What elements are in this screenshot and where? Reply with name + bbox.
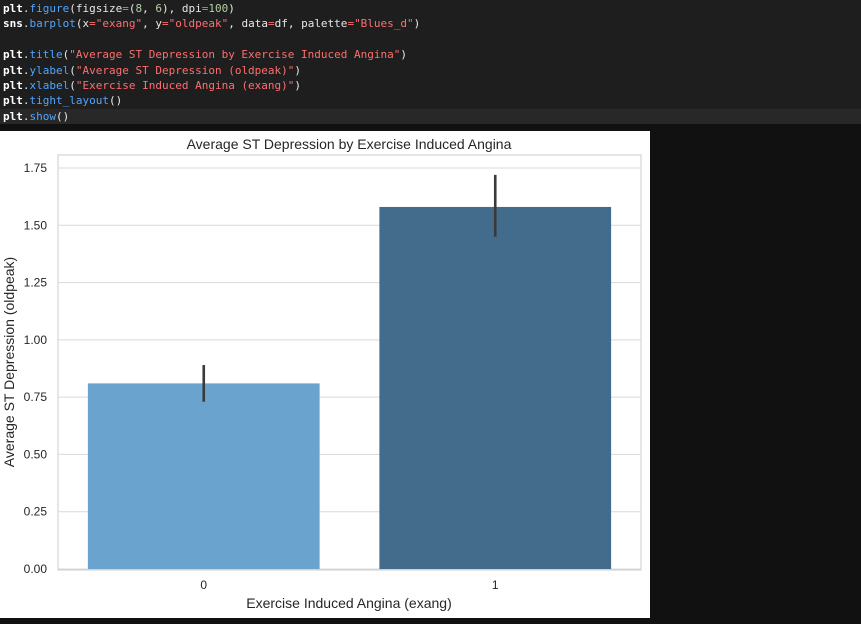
code-token: ), dpi (161, 2, 202, 15)
y-tick-label: 1.75 (24, 161, 48, 175)
code-token: figure (29, 2, 70, 15)
code-token: = (161, 17, 169, 31)
code-token: (x (75, 17, 90, 31)
code-token: . (22, 48, 30, 62)
code-token: barplot (29, 17, 76, 31)
code-line: plt.title("Average ST Depression by Exer… (0, 47, 861, 62)
code-token: () (56, 109, 70, 123)
code-token: ( (69, 78, 76, 92)
code-token: title (29, 48, 63, 62)
y-tick-label: 0.25 (24, 505, 48, 519)
y-tick-label: 1.25 (24, 276, 48, 290)
code-cell[interactable]: plt.figure(figsize=(8, 6), dpi=100) sns.b… (0, 0, 861, 125)
code-token: "Exercise Induced Angina (exang)" (75, 78, 295, 92)
code-token: , y (142, 17, 162, 31)
code-line: sns.barplot(x="exang", y="oldpeak", data… (0, 16, 861, 31)
code-token: , data (228, 17, 268, 31)
code-token: ( (128, 2, 136, 15)
bar-1 (379, 206, 612, 569)
code-token: = (347, 17, 355, 31)
code-token: plt (3, 2, 23, 15)
code-token: . (22, 78, 30, 92)
code-token: = (201, 2, 209, 15)
code-token: ) (400, 48, 408, 62)
code-token: plt (3, 109, 23, 123)
code-token: = (89, 17, 96, 31)
x-tick-label: 1 (492, 578, 499, 592)
bottom-strip (0, 618, 650, 624)
bar-chart: 0.00 0.25 0.50 0.75 1.00 1.25 1.50 1.75 0 1 Aver… (1, 136, 642, 611)
code-token: "Average ST Depression by Exercise Induc… (69, 48, 401, 62)
code-token: plt (3, 94, 23, 108)
y-tick-label: 0.75 (24, 390, 48, 404)
code-token: ( (62, 48, 70, 62)
code-token: . (22, 94, 30, 108)
y-tick-label: 1.00 (24, 333, 48, 347)
code-token: = (267, 17, 275, 31)
code-token: df, palette (274, 17, 348, 31)
code-token: "oldpeak" (168, 17, 229, 31)
code-token: 8 (135, 2, 143, 15)
code-token: "Average ST Depression (oldpeak)" (75, 63, 295, 77)
code-token: 6 (155, 2, 162, 15)
code-token: show (29, 109, 57, 123)
code-token: "Blues_d" (354, 17, 414, 31)
x-axis-label: Exercise Induced Angina (exang) (246, 595, 451, 611)
chart-title: Average ST Depression by Exercise Induce… (187, 136, 512, 152)
code-token: 100 (208, 2, 229, 15)
code-line: plt.ylabel("Average ST Depression (oldpe… (0, 63, 861, 78)
code-token: (figsize (69, 2, 123, 15)
code-line: plt.xlabel("Exercise Induced Angina (exa… (0, 78, 861, 93)
bar-0 (87, 383, 320, 569)
code-line: plt.figure(figsize=(8, 6), dpi=100) (0, 1, 861, 16)
code-token: "exang" (95, 17, 143, 31)
code-token: xlabel (29, 78, 70, 92)
y-tick-label: 1.50 (24, 218, 48, 232)
y-tick-label: 0.50 (24, 447, 48, 461)
code-token: ) (294, 78, 302, 92)
code-token: ylabel (29, 63, 70, 77)
output-cell: 0.00 0.25 0.50 0.75 1.00 1.25 1.50 1.75 0 1 Aver… (0, 131, 650, 618)
code-token: ) (228, 2, 235, 15)
y-axis-label: Average ST Depression (oldpeak) (1, 257, 17, 467)
code-token: ( (69, 63, 76, 77)
code-token: tight_layout (29, 94, 109, 108)
code-token: . (22, 109, 30, 123)
code-token: plt (3, 78, 23, 92)
code-token: ) (294, 63, 302, 77)
code-line: plt.tight_layout() (0, 93, 861, 108)
x-tick-label: 0 (200, 578, 207, 592)
code-token: plt (3, 63, 23, 77)
y-tick-label: 0.00 (24, 562, 48, 576)
code-token: . (22, 2, 30, 15)
code-line: plt.show() (0, 108, 861, 125)
code-token: , (142, 2, 156, 15)
code-token: . (22, 17, 30, 31)
code-token: . (22, 63, 30, 77)
code-token: () (108, 94, 123, 108)
code-token: sns (3, 17, 23, 31)
code-line (0, 32, 861, 47)
code-token: = (122, 2, 129, 15)
code-token: plt (3, 48, 23, 62)
code-token: ) (413, 17, 421, 31)
